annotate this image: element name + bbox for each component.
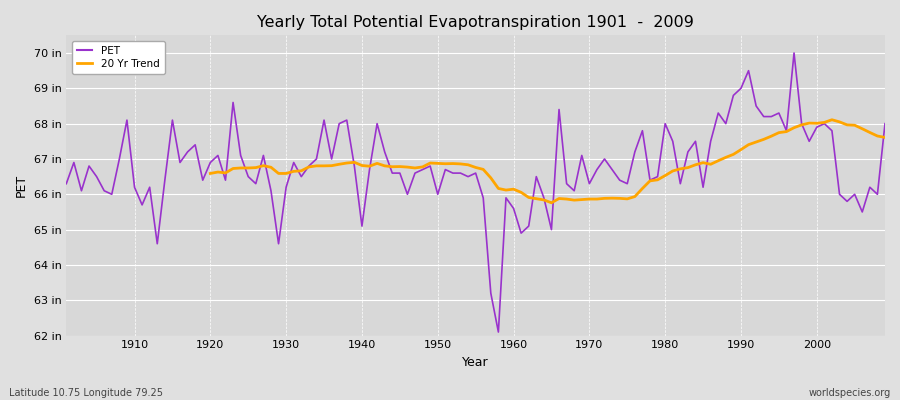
X-axis label: Year: Year	[463, 356, 489, 369]
Title: Yearly Total Potential Evapotranspiration 1901  -  2009: Yearly Total Potential Evapotranspiratio…	[257, 15, 694, 30]
Text: worldspecies.org: worldspecies.org	[809, 388, 891, 398]
Y-axis label: PET: PET	[15, 174, 28, 197]
Legend: PET, 20 Yr Trend: PET, 20 Yr Trend	[71, 40, 165, 74]
Text: Latitude 10.75 Longitude 79.25: Latitude 10.75 Longitude 79.25	[9, 388, 163, 398]
